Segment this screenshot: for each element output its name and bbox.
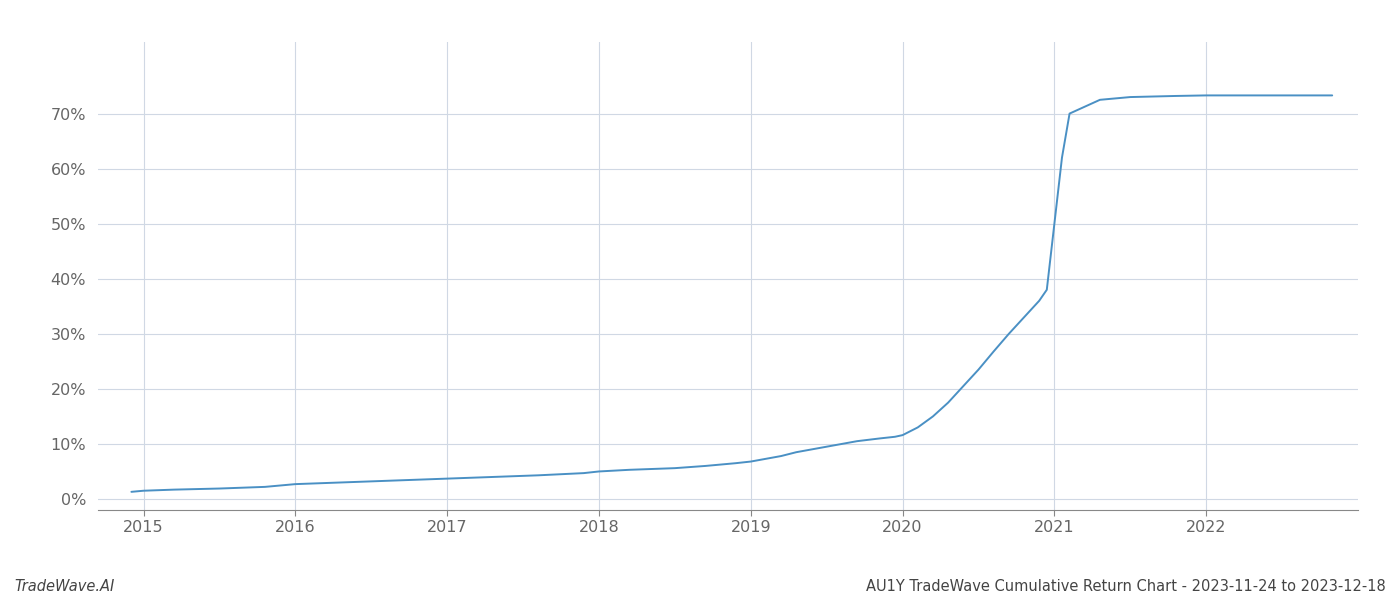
Text: TradeWave.AI: TradeWave.AI — [14, 579, 115, 594]
Text: AU1Y TradeWave Cumulative Return Chart - 2023-11-24 to 2023-12-18: AU1Y TradeWave Cumulative Return Chart -… — [867, 579, 1386, 594]
